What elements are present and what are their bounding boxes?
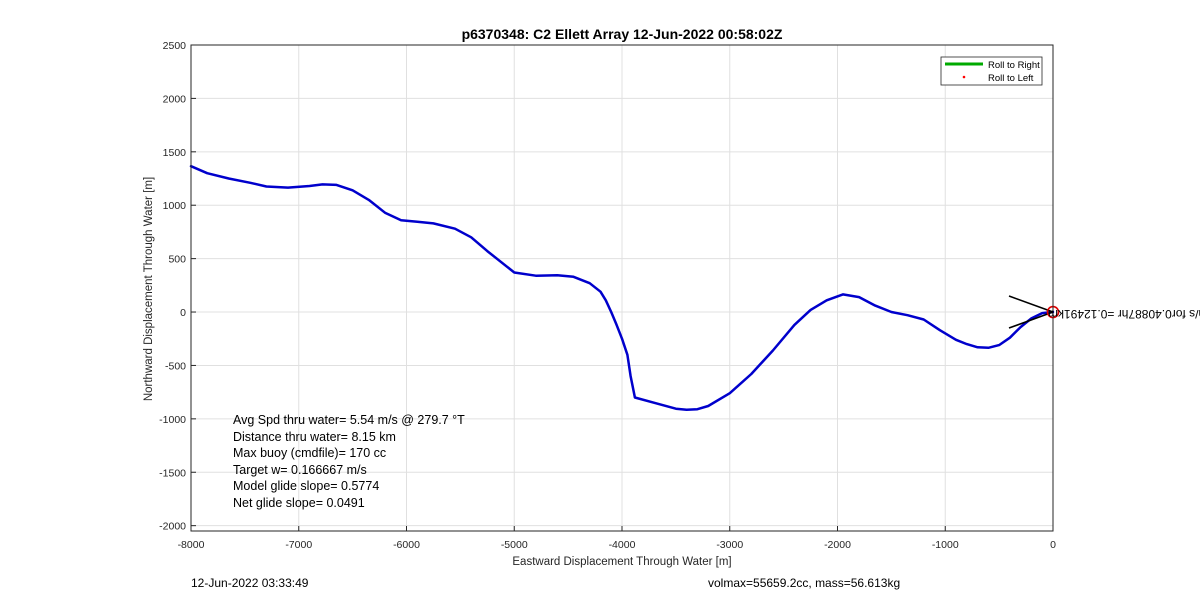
current-vector-label: 0.0908m/s for0.40887hr =0.12491km <box>1048 307 1200 321</box>
x-tick-label: -4000 <box>609 539 636 551</box>
y-tick-label: 2000 <box>163 93 187 105</box>
footer-volmax-mass: volmax=55659.2cc, mass=56.613kg <box>708 576 900 590</box>
x-tick-label: -2000 <box>824 539 851 551</box>
y-tick-label: 0 <box>180 307 186 319</box>
stat-distance: Distance thru water= 8.15 km <box>233 430 396 444</box>
legend-marker-roll-left <box>962 75 966 79</box>
x-tick-label: -5000 <box>501 539 528 551</box>
y-tick-label: -500 <box>165 360 186 372</box>
legend-label-roll-right: Roll to Right <box>988 60 1040 71</box>
x-tick-label: 0 <box>1050 539 1056 551</box>
current-arrow-lower <box>1008 311 1054 329</box>
y-tick-label: -1000 <box>159 414 186 426</box>
stats-annotation: Avg Spd thru water= 5.54 m/s @ 279.7 °T … <box>233 413 465 510</box>
x-tick-label: -8000 <box>178 539 205 551</box>
stat-avg-speed: Avg Spd thru water= 5.54 m/s @ 279.7 °T <box>233 413 465 427</box>
y-tick-label: -1500 <box>159 467 186 479</box>
chart-title: p6370348: C2 Ellett Array 12-Jun-2022 00… <box>462 26 783 42</box>
x-tick-label: -1000 <box>932 539 959 551</box>
track-line-layer <box>189 164 1055 412</box>
footer-timestamp: 12-Jun-2022 03:33:49 <box>191 576 309 590</box>
axis-ticks: -8000 -7000 -6000 -5000 -4000 -3000 -2000 -1000… <box>159 40 1056 551</box>
y-tick-label: -2000 <box>159 521 186 533</box>
stat-target-w: Target w= 0.166667 m/s <box>233 463 367 477</box>
y-tick-label: 500 <box>168 254 186 266</box>
x-tick-label: -7000 <box>285 539 312 551</box>
stat-max-buoy: Max buoy (cmdfile)= 170 cc <box>233 446 386 460</box>
x-tick-label: -3000 <box>716 539 743 551</box>
stat-net-glide-slope: Net glide slope= 0.0491 <box>233 496 365 510</box>
y-tick-label: 1000 <box>163 200 187 212</box>
legend-box: Roll to Right Roll to Left <box>940 56 1043 86</box>
x-axis-title: Eastward Displacement Through Water [m] <box>512 556 731 568</box>
stat-model-glide-slope: Model glide slope= 0.5774 <box>233 479 379 493</box>
glider-track-line <box>189 164 1055 412</box>
current-arrow-upper <box>1008 295 1054 313</box>
y-tick-label: 1500 <box>163 147 187 159</box>
y-axis-title: Northward Displacement Through Water [m] <box>143 177 155 401</box>
legend-label-roll-left: Roll to Left <box>988 73 1034 84</box>
x-tick-label: -6000 <box>393 539 420 551</box>
y-tick-label: 2500 <box>163 40 187 52</box>
legend-frame <box>940 56 1043 86</box>
